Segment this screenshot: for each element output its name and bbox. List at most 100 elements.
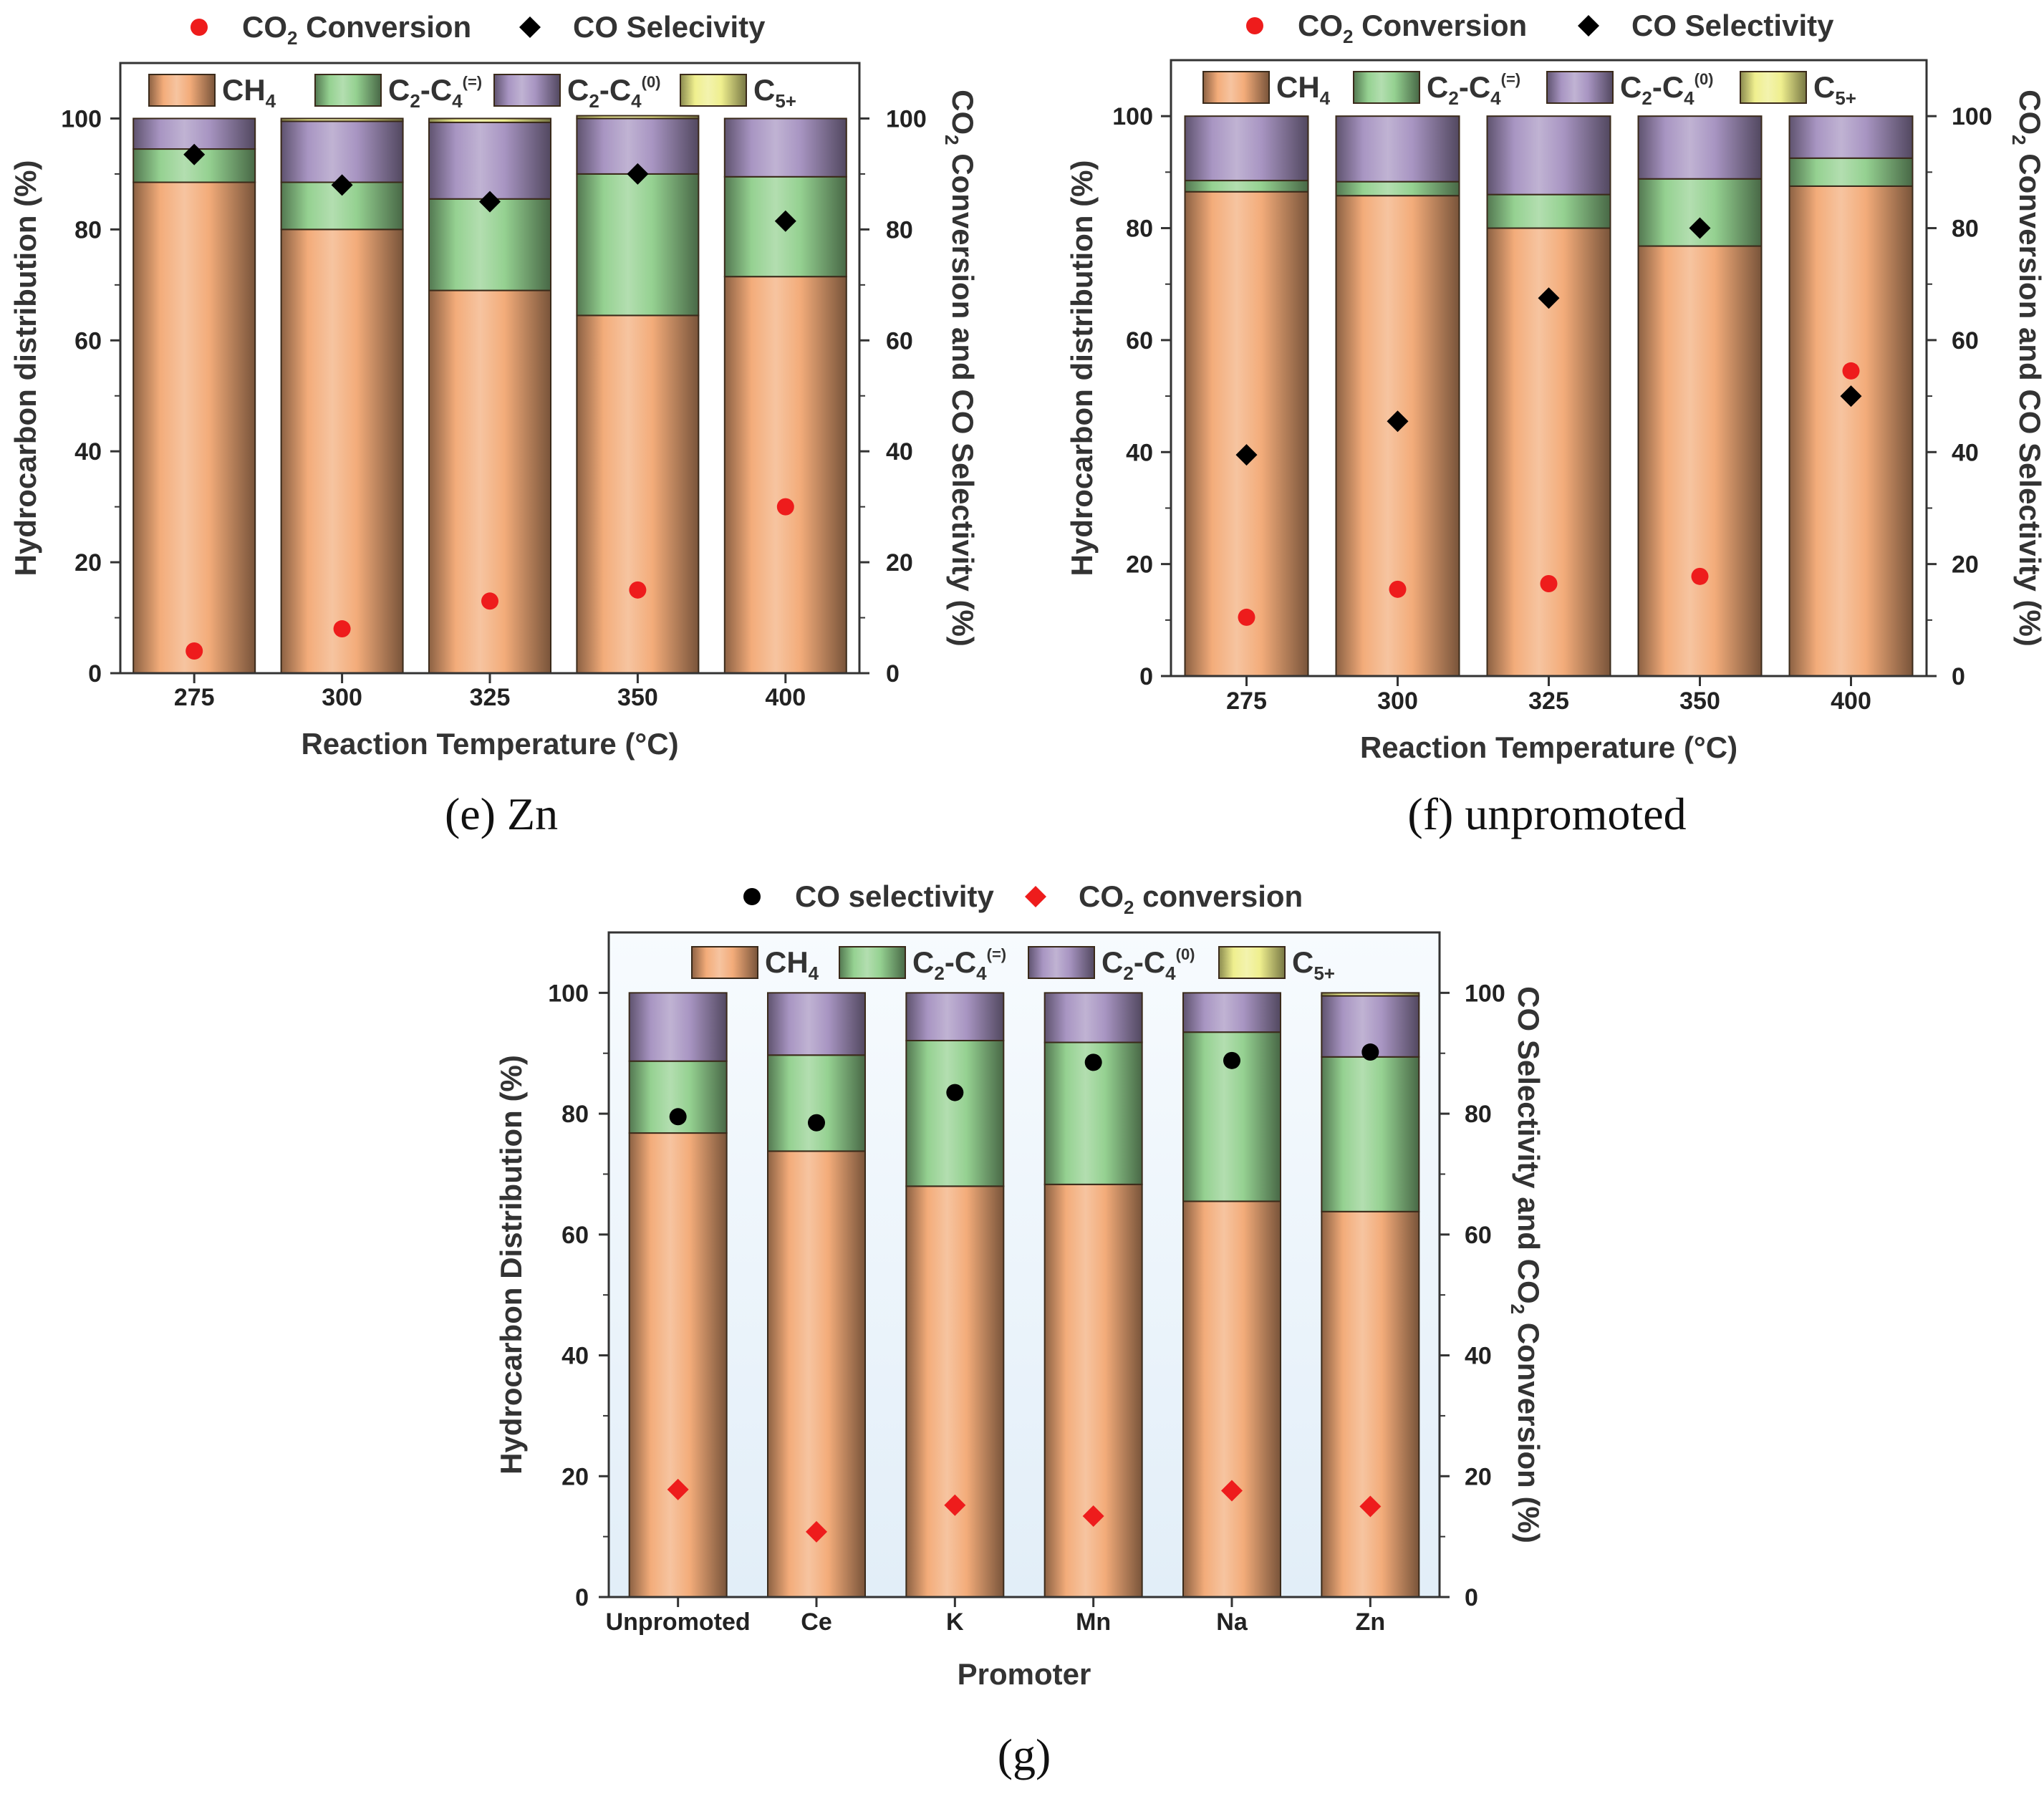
bar-c2-c4--ce (767, 1054, 866, 1152)
xtick-label: 275 (174, 684, 215, 711)
legend-label-series-0-part: 4 (809, 963, 819, 984)
legend-marker-0 (1246, 17, 1263, 34)
legend-swatch-1 (314, 74, 382, 107)
xtick-label: 300 (322, 684, 362, 711)
ytick-label: 80 (74, 216, 102, 243)
legend-swatch-3 (1740, 71, 1807, 104)
bar-c2-c4--350 (576, 173, 700, 317)
point-co-selectivity-350 (1689, 217, 1711, 239)
bar-c5--325 (428, 117, 551, 123)
point-co2-conversion-300 (1389, 580, 1407, 598)
x-axis-label: Promoter (958, 1657, 1091, 1691)
y2tick-label: 80 (1952, 216, 1979, 243)
legend-label-series-2-part: 2 (1123, 963, 1133, 984)
legend-label-series-2: C2​-C4​(0) (1620, 70, 1714, 109)
legend-label-series-3-part: 5+ (1835, 87, 1856, 109)
bar-c5--350 (576, 115, 700, 120)
point-co-selecivity-300 (331, 174, 353, 196)
xtick-label: Unpromoted (606, 1608, 751, 1636)
legend-label-series-2-part: - (1652, 70, 1662, 104)
xtick-label: Na (1216, 1608, 1248, 1636)
legend-label-series-2-part: C (1662, 70, 1684, 104)
xtick-label: 350 (1679, 688, 1720, 715)
ytick-label: 20 (1126, 551, 1153, 579)
point-co-selectivity-ce (808, 1114, 825, 1132)
ytick-label: 60 (1126, 327, 1153, 354)
legend-label-co2-conversion-part: CO (1079, 879, 1124, 913)
xtick-label: 400 (1831, 688, 1871, 715)
legend-label-co2-conversion-part: CO (242, 10, 287, 44)
bar-ch4-400 (723, 276, 847, 674)
legend-label-co-selecivity: CO Selecivity (573, 10, 766, 44)
bar-ch4-zn (1321, 1210, 1420, 1598)
xtick-label: Mn (1076, 1608, 1111, 1636)
point-co2-conversion-325 (481, 592, 498, 610)
legend-label-series-1-part: C (912, 945, 934, 979)
legend-swatch-2 (493, 74, 561, 107)
legend-label-series-1-part: 4 (976, 963, 987, 984)
legend-label-co2-conversion: CO2​ Conversion (242, 10, 471, 49)
legend-marker-1 (1578, 15, 1599, 37)
caption-text: unpromoted (1453, 788, 1686, 839)
x-axis-label: Reaction Temperature (°C) (301, 727, 678, 761)
bar-c2-c4-0--400 (1788, 115, 1914, 159)
ytick-label: 80 (1126, 216, 1153, 243)
panel-caption-e: (e) Zn (445, 788, 558, 839)
legend-label-co-selectivity: CO Selectivity (1631, 9, 1834, 42)
legend-marker-1 (519, 16, 541, 38)
ytick-label: 100 (1112, 103, 1153, 130)
legend-label-series-1-part: C (430, 73, 452, 107)
legend-label-series-3-part: C (753, 73, 775, 107)
panel-caption-g: (g) (998, 1730, 1051, 1780)
legend-label-series-1-part: 4 (1490, 87, 1501, 109)
legend-swatch-1 (1353, 71, 1420, 104)
legend-label-series-0: CH4​ (222, 73, 276, 112)
panel-caption-f: (f) unpromoted (1407, 788, 1686, 839)
bar-ch4-275 (132, 181, 256, 674)
y2tick-label: 40 (1465, 1343, 1492, 1370)
legend-swatch-0 (691, 946, 758, 979)
legend-label-series-2-part: 2 (589, 90, 599, 112)
legend-label-co2-conversion-part: Conversion (297, 10, 471, 44)
point-co-selectivity-300 (1387, 410, 1409, 433)
y-axis-label: Hydrocarbon distribution (%) (9, 160, 42, 577)
point-co-selectivity-400 (1840, 385, 1862, 407)
bar-c2-c4-0--300 (280, 120, 404, 183)
legend-label-series-0: CH4​ (1276, 70, 1331, 109)
bar-c2-c4--k (905, 1040, 1005, 1187)
legend-label-co2-conversion-part: conversion (1134, 879, 1303, 913)
legend-label-series-1-part: (=) (987, 945, 1007, 963)
ytick-label: 20 (74, 549, 102, 577)
point-co2-conversion-400 (1842, 362, 1860, 380)
legend-swatch-0 (148, 74, 216, 107)
legend-marker-0 (743, 888, 761, 905)
legend-label-series-3-part: C (1292, 945, 1313, 979)
legend-label-co-selectivity-part: CO selectivity (795, 879, 994, 913)
y2-axis-label: CO2​ Conversion and CO Selectivity (%) (941, 90, 980, 647)
legend-label-series-1: C2​-C4​(=) (388, 73, 482, 112)
legend-label-co2-conversion: CO2​ conversion (1079, 879, 1303, 918)
point-co2-conversion-k (944, 1494, 966, 1516)
point-co2-conversion-325 (1540, 575, 1558, 592)
bar-c2-c4-0--ce (767, 992, 866, 1056)
legend-label-series-0-part: 4 (1320, 87, 1331, 109)
y2-axis-label-part: CO (2013, 90, 2044, 135)
legend-label-co-selecivity-part: CO Selecivity (573, 10, 766, 44)
legend-label-series-3: C5+​ (1813, 70, 1856, 109)
bar-c2-c4-0--325 (1486, 115, 1611, 196)
legend-label-series-1-part: 2 (410, 90, 420, 112)
xtick-label: 300 (1377, 688, 1418, 715)
plot-background (609, 932, 1440, 1597)
y2tick-label: 60 (1952, 327, 1979, 354)
legend-label-series-1-part: - (420, 73, 430, 107)
legend-label-series-2-part: 4 (1684, 87, 1695, 109)
legend-label-series-3-part: 5+ (775, 90, 796, 112)
legend-label-series-0: CH4​ (765, 945, 819, 984)
legend-label-series-2: C2​-C4​(0) (1101, 945, 1195, 984)
y2tick-label: 60 (886, 327, 913, 354)
legend-label-series-1-part: - (945, 945, 955, 979)
legend-marker-0 (191, 19, 208, 36)
bar-c2-c4-0--k (905, 992, 1005, 1042)
bar-c2-c4-0--unpromoted (628, 992, 728, 1062)
bar-ch4-400 (1788, 185, 1914, 677)
